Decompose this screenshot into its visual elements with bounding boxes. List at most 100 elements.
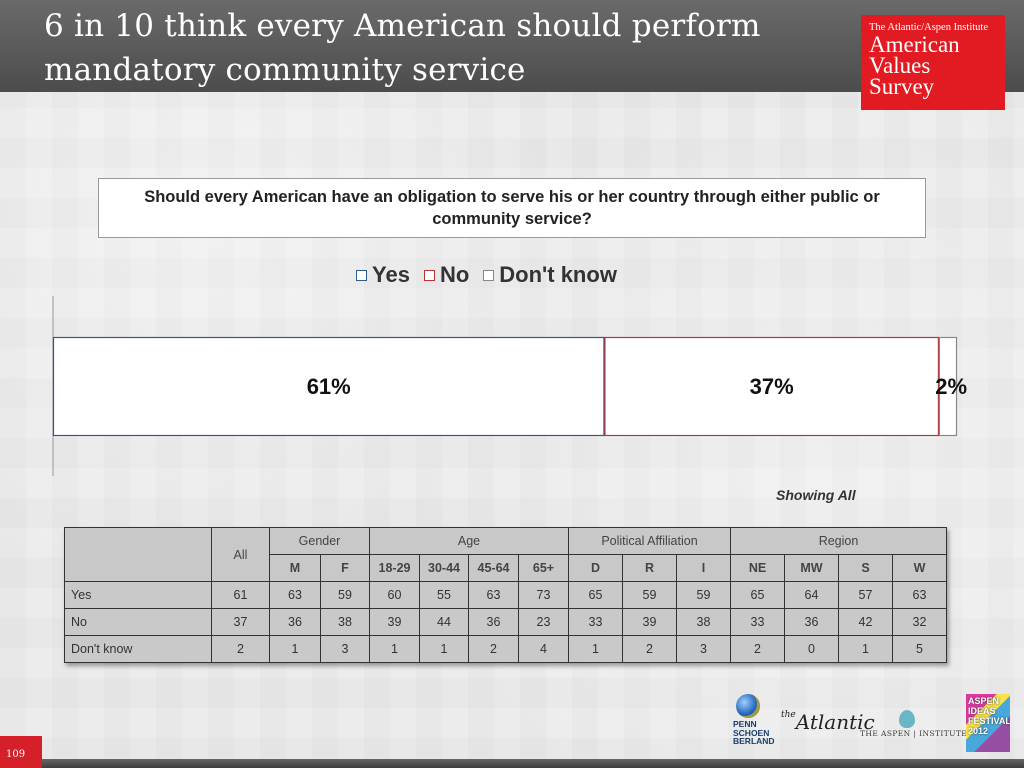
table-cell: 2 — [622, 635, 677, 663]
legend-swatch-dont-know — [483, 269, 495, 281]
table-cell: 36 — [784, 608, 839, 636]
logo-line-1: American — [869, 32, 960, 57]
table-cell: 0 — [784, 635, 839, 663]
crosstab-table: All Gender Age Political Affiliation Reg… — [64, 527, 947, 663]
table-cell: 63 — [892, 581, 947, 609]
subheader-ne: NE — [730, 554, 785, 582]
table-cell: 33 — [568, 608, 623, 636]
table-cell: 2 — [211, 635, 270, 663]
table-corner — [64, 527, 212, 582]
subheader-45-64: 45-64 — [468, 554, 519, 582]
row-label: Yes — [64, 581, 212, 609]
table-cell: 37 — [211, 608, 270, 636]
table-group-header-row: All Gender Age Political Affiliation Reg… — [64, 527, 947, 582]
table-cell: 64 — [784, 581, 839, 609]
table-cell: 2 — [730, 635, 785, 663]
legend-swatch-yes — [356, 269, 367, 281]
table-cell: 63 — [468, 581, 519, 609]
header-gender: Gender — [269, 527, 370, 555]
table-cell: 4 — [518, 635, 569, 663]
header-all: All — [211, 527, 270, 582]
table-cell: 23 — [518, 608, 569, 636]
subheader-d: D — [568, 554, 623, 582]
table-cell: 5 — [892, 635, 947, 663]
row-label: No — [64, 608, 212, 636]
table-cell: 57 — [838, 581, 893, 609]
data-label-yes: 61% — [307, 374, 351, 399]
legend-label-no: No — [439, 262, 470, 287]
chart-legend: Yes No Don't know — [356, 262, 631, 288]
subheader-w: W — [892, 554, 947, 582]
aspen-ideas-festival-logo: ASPEN IDEAS FESTIVAL 2012 — [966, 694, 1010, 752]
subheader-i: I — [676, 554, 731, 582]
bar-segment-no — [604, 336, 940, 437]
globe-icon — [736, 694, 760, 718]
table-cell: 63 — [269, 581, 321, 609]
table-cell: 1 — [568, 635, 623, 663]
question-box: Should every American have an obligation… — [98, 178, 926, 238]
table-row: Yes 61 63 59 60 55 63 73 65 59 59 65 64 57 63 — [64, 581, 947, 609]
table-cell: 2 — [468, 635, 519, 663]
subheader-18-29: 18-29 — [369, 554, 420, 582]
logo-line-3: Survey — [869, 74, 935, 99]
table-cell: 44 — [419, 608, 469, 636]
data-label-don-t-know: 2% — [935, 374, 967, 399]
table-cell: 59 — [622, 581, 677, 609]
table-cell: 55 — [419, 581, 469, 609]
psb-logo-text: PENN SCHOEN BERLAND — [733, 719, 775, 746]
bar-segment-yes — [52, 336, 605, 437]
table-subheader-row: M F 18-29 30-44 45-64 65+ D R I NE MW S W — [65, 554, 947, 582]
table-cell: 65 — [730, 581, 785, 609]
showing-all-note: Showing All — [776, 487, 856, 503]
footer-bar — [0, 759, 1024, 768]
subheader-m: M — [269, 554, 321, 582]
table-cell: 60 — [369, 581, 420, 609]
atlantic-logo-the: the — [781, 710, 796, 720]
bar-segment-don-t-know — [938, 336, 958, 437]
table-cell: 33 — [730, 608, 785, 636]
table-cell: 1 — [269, 635, 321, 663]
row-label: Don't know — [64, 635, 212, 663]
table-cell: 38 — [320, 608, 370, 636]
legend-label-dont-know: Don't know — [499, 262, 617, 287]
legend-label-yes: Yes — [372, 262, 410, 287]
aspen-leaf-icon — [899, 710, 915, 728]
page-number: 109 — [0, 736, 42, 768]
subheader-r: R — [622, 554, 677, 582]
table-cell: 39 — [369, 608, 420, 636]
table-cell: 42 — [838, 608, 893, 636]
table-cell: 3 — [676, 635, 731, 663]
the-atlantic-logo: theAtlantic — [781, 710, 875, 734]
aspen-logo-text: THE ASPEN | INSTITUTE — [860, 729, 968, 738]
table-cell: 59 — [320, 581, 370, 609]
table-cell: 3 — [320, 635, 370, 663]
header-political-affiliation: Political Affiliation — [568, 527, 731, 555]
table-body: Yes 61 63 59 60 55 63 73 65 59 59 65 64 57 63 No 37 36 38 3… — [64, 581, 947, 663]
header-region: Region — [730, 527, 947, 555]
subheader-s: S — [838, 554, 893, 582]
aspen-institute-logo: THE ASPEN | INSTITUTE — [860, 710, 967, 740]
header-bar — [0, 0, 1024, 92]
table-cell: 39 — [622, 608, 677, 636]
table-cell: 36 — [269, 608, 321, 636]
subheader-30-44: 30-44 — [419, 554, 469, 582]
header-age: Age — [369, 527, 569, 555]
table-cell: 59 — [676, 581, 731, 609]
festival-logo-text: ASPEN IDEAS FESTIVAL 2012 — [968, 696, 1010, 736]
legend-item-yes: Yes — [356, 262, 410, 288]
slide-title: 6 in 10 think every American should perf… — [44, 8, 761, 88]
table-cell: 38 — [676, 608, 731, 636]
table-cell: 32 — [892, 608, 947, 636]
legend-item-dont-know: Don't know — [483, 262, 617, 288]
logo-line-2: Values — [869, 53, 931, 78]
survey-logo: The Atlantic/Aspen Institute American Va… — [861, 15, 1005, 110]
table-cell: 1 — [838, 635, 893, 663]
legend-item-no: No — [423, 262, 470, 288]
table-cell: 65 — [568, 581, 623, 609]
table-row: Don't know 2 1 3 1 1 2 4 1 2 3 2 0 1 5 — [64, 635, 947, 663]
table-cell: 1 — [369, 635, 420, 663]
table-cell: 61 — [211, 581, 270, 609]
table-cell: 73 — [518, 581, 569, 609]
subheader-mw: MW — [784, 554, 839, 582]
atlantic-logo-text: Atlantic — [795, 710, 875, 734]
